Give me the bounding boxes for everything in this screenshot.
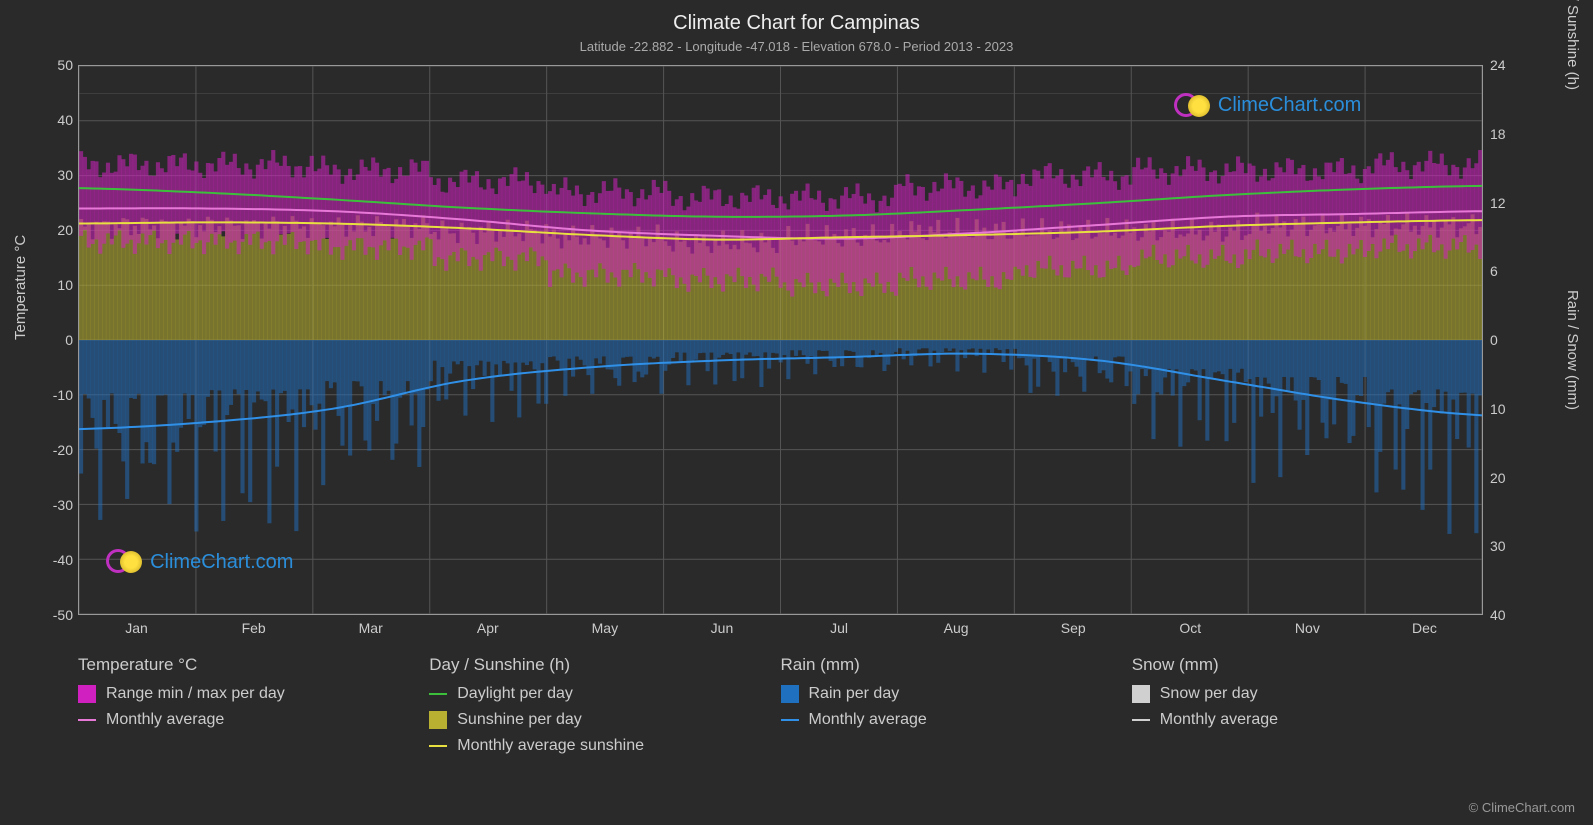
legend-label: Rain per day: [809, 685, 900, 703]
legend-swatch-icon: [781, 685, 799, 703]
legend-title: Rain (mm): [781, 655, 1132, 675]
legend-column: Day / Sunshine (h) Daylight per day Sunshi…: [429, 655, 780, 763]
legend-label: Monthly average: [106, 711, 224, 729]
legend-swatch-icon: [1132, 685, 1150, 703]
chart-title: Climate Chart for Campinas: [0, 0, 1593, 35]
y-tick-left: 20: [23, 222, 73, 238]
legend-line-icon: [781, 719, 799, 721]
x-tick-month: Feb: [242, 620, 266, 636]
logo-icon: [1174, 93, 1212, 119]
legend-item: Monthly average: [1132, 711, 1483, 729]
y-tick-right: 18: [1490, 126, 1506, 142]
y-tick-right: 20: [1490, 470, 1506, 486]
legend-item: Monthly average: [78, 711, 429, 729]
copyright-text: © ClimeChart.com: [1469, 800, 1575, 815]
y-tick-left: -30: [23, 497, 73, 513]
legend-item: Range min / max per day: [78, 685, 429, 703]
legend-column: Rain (mm) Rain per day Monthly average: [781, 655, 1132, 763]
y-tick-right: 24: [1490, 57, 1506, 73]
x-tick-month: Dec: [1412, 620, 1437, 636]
x-tick-month: Oct: [1179, 620, 1201, 636]
legend-label: Sunshine per day: [457, 711, 582, 729]
legend-item: Monthly average: [781, 711, 1132, 729]
y-tick-left: 30: [23, 167, 73, 183]
y-tick-right: 30: [1490, 538, 1506, 554]
y-tick-right: 40: [1490, 607, 1506, 623]
legend-item: Snow per day: [1132, 685, 1483, 703]
y-tick-left: -20: [23, 442, 73, 458]
logo-icon: [106, 549, 144, 575]
x-tick-month: Jul: [830, 620, 848, 636]
y-tick-left: 50: [23, 57, 73, 73]
y-tick-right: 6: [1490, 263, 1498, 279]
plot-area: [78, 65, 1483, 615]
y-tick-right: 10: [1490, 401, 1506, 417]
legend-title: Snow (mm): [1132, 655, 1483, 675]
watermark-text: ClimeChart.com: [1218, 94, 1361, 117]
y-tick-left: -50: [23, 607, 73, 623]
legend-line-icon: [429, 745, 447, 747]
legend-label: Snow per day: [1160, 685, 1258, 703]
legend-title: Day / Sunshine (h): [429, 655, 780, 675]
legend-line-icon: [429, 693, 447, 695]
y-axis-right-bottom-label: Rain / Snow (mm): [1564, 290, 1581, 410]
legend-label: Daylight per day: [457, 685, 573, 703]
x-tick-month: May: [592, 620, 618, 636]
legend-swatch-icon: [429, 711, 447, 729]
x-tick-month: Jun: [711, 620, 734, 636]
legend-label: Monthly average sunshine: [457, 737, 644, 755]
watermark: ClimeChart.com: [1174, 93, 1361, 119]
chart-subtitle: Latitude -22.882 - Longitude -47.018 - E…: [0, 35, 1593, 54]
y-axis-right-top-label: Day / Sunshine (h): [1564, 0, 1581, 90]
y-tick-left: 10: [23, 277, 73, 293]
x-tick-month: Aug: [944, 620, 969, 636]
legend-line-icon: [1132, 719, 1150, 721]
legend-item: Daylight per day: [429, 685, 780, 703]
legend-label: Monthly average: [809, 711, 927, 729]
y-tick-left: -10: [23, 387, 73, 403]
legend-item: Rain per day: [781, 685, 1132, 703]
legend-label: Range min / max per day: [106, 685, 285, 703]
y-tick-right: 0: [1490, 332, 1498, 348]
x-tick-month: Sep: [1061, 620, 1086, 636]
x-tick-month: Nov: [1295, 620, 1320, 636]
legend-item: Monthly average sunshine: [429, 737, 780, 755]
legend: Temperature °C Range min / max per day Mon…: [78, 655, 1483, 763]
legend-swatch-icon: [78, 685, 96, 703]
x-tick-month: Mar: [359, 620, 383, 636]
legend-column: Temperature °C Range min / max per day Mon…: [78, 655, 429, 763]
watermark: ClimeChart.com: [106, 549, 293, 575]
legend-label: Monthly average: [1160, 711, 1278, 729]
legend-column: Snow (mm) Snow per day Monthly average: [1132, 655, 1483, 763]
y-tick-right: 12: [1490, 195, 1506, 211]
climate-chart: Climate Chart for Campinas Latitude -22.…: [0, 0, 1593, 825]
legend-line-icon: [78, 719, 96, 721]
y-tick-left: 0: [23, 332, 73, 348]
legend-item: Sunshine per day: [429, 711, 780, 729]
x-tick-month: Jan: [125, 620, 148, 636]
y-tick-left: 40: [23, 112, 73, 128]
plot-svg: [79, 66, 1482, 614]
y-tick-left: -40: [23, 552, 73, 568]
legend-title: Temperature °C: [78, 655, 429, 675]
watermark-text: ClimeChart.com: [150, 551, 293, 574]
x-tick-month: Apr: [477, 620, 499, 636]
